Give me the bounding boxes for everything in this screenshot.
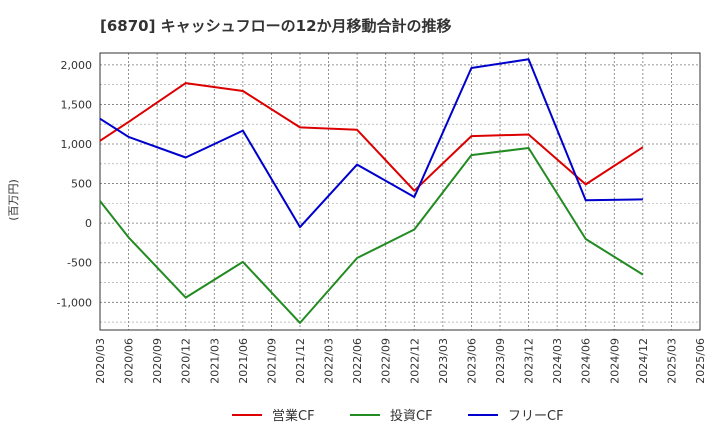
legend-label: 営業CF	[272, 408, 315, 424]
y-tick-label: 500	[71, 178, 92, 191]
x-tick-label: 2022/12	[408, 338, 421, 384]
x-tick-label: 2024/03	[551, 338, 564, 384]
x-tick-label: 2021/12	[294, 338, 307, 384]
x-tick-label: 2022/09	[380, 338, 393, 384]
x-tick-label: 2024/12	[637, 338, 650, 384]
y-tick-label: -500	[67, 257, 92, 270]
chart-title: [6870] キャッシュフローの12か月移動合計の推移	[100, 17, 452, 35]
x-tick-label: 2022/03	[323, 338, 336, 384]
series-lines	[99, 58, 644, 324]
x-tick-label: 2025/06	[694, 338, 707, 384]
y-tick-label: 1,000	[61, 138, 93, 151]
x-tick-label: 2024/09	[608, 338, 621, 384]
x-tick-label: 2023/06	[465, 338, 478, 384]
legend-label: フリーCF	[508, 409, 564, 424]
series-line-3	[99, 58, 643, 229]
x-tick-label: 2023/12	[523, 338, 536, 384]
x-tick-label: 2020/09	[151, 338, 164, 384]
x-tick-label: 2025/03	[665, 338, 678, 384]
x-tick-label: 2021/06	[237, 338, 250, 384]
plot-area-frame	[99, 52, 701, 331]
x-tick-label: 2020/06	[123, 338, 136, 384]
axes: 2020/03 2020/06 2020/09 2020/12 2021/03 2021/…	[57, 52, 707, 384]
x-tick-label: 2020/12	[180, 338, 193, 384]
x-tick-label: 2023/03	[437, 338, 450, 384]
legend-label: 投資CF	[390, 408, 433, 424]
x-tick-label: 2021/09	[265, 338, 278, 384]
legend: 営業CF 投資CF フリーCF	[232, 408, 564, 424]
y-tick-label: 2,000	[61, 59, 93, 72]
series-line-2	[99, 147, 644, 324]
y-tick-label: 0	[85, 217, 92, 230]
y-axis-label: (百万円)	[7, 179, 20, 221]
y-tick-label: -1,000	[57, 296, 92, 309]
grid	[100, 53, 700, 330]
x-tick-label: 2022/06	[351, 338, 364, 384]
x-tick-label: 2023/09	[494, 338, 507, 384]
series-line-1	[99, 82, 644, 192]
y-tick-label: 1,500	[61, 98, 93, 111]
x-tick-label: 2021/03	[208, 338, 221, 384]
x-tick-label: 2024/06	[580, 338, 593, 384]
x-tick-label: 2020/03	[94, 338, 107, 384]
